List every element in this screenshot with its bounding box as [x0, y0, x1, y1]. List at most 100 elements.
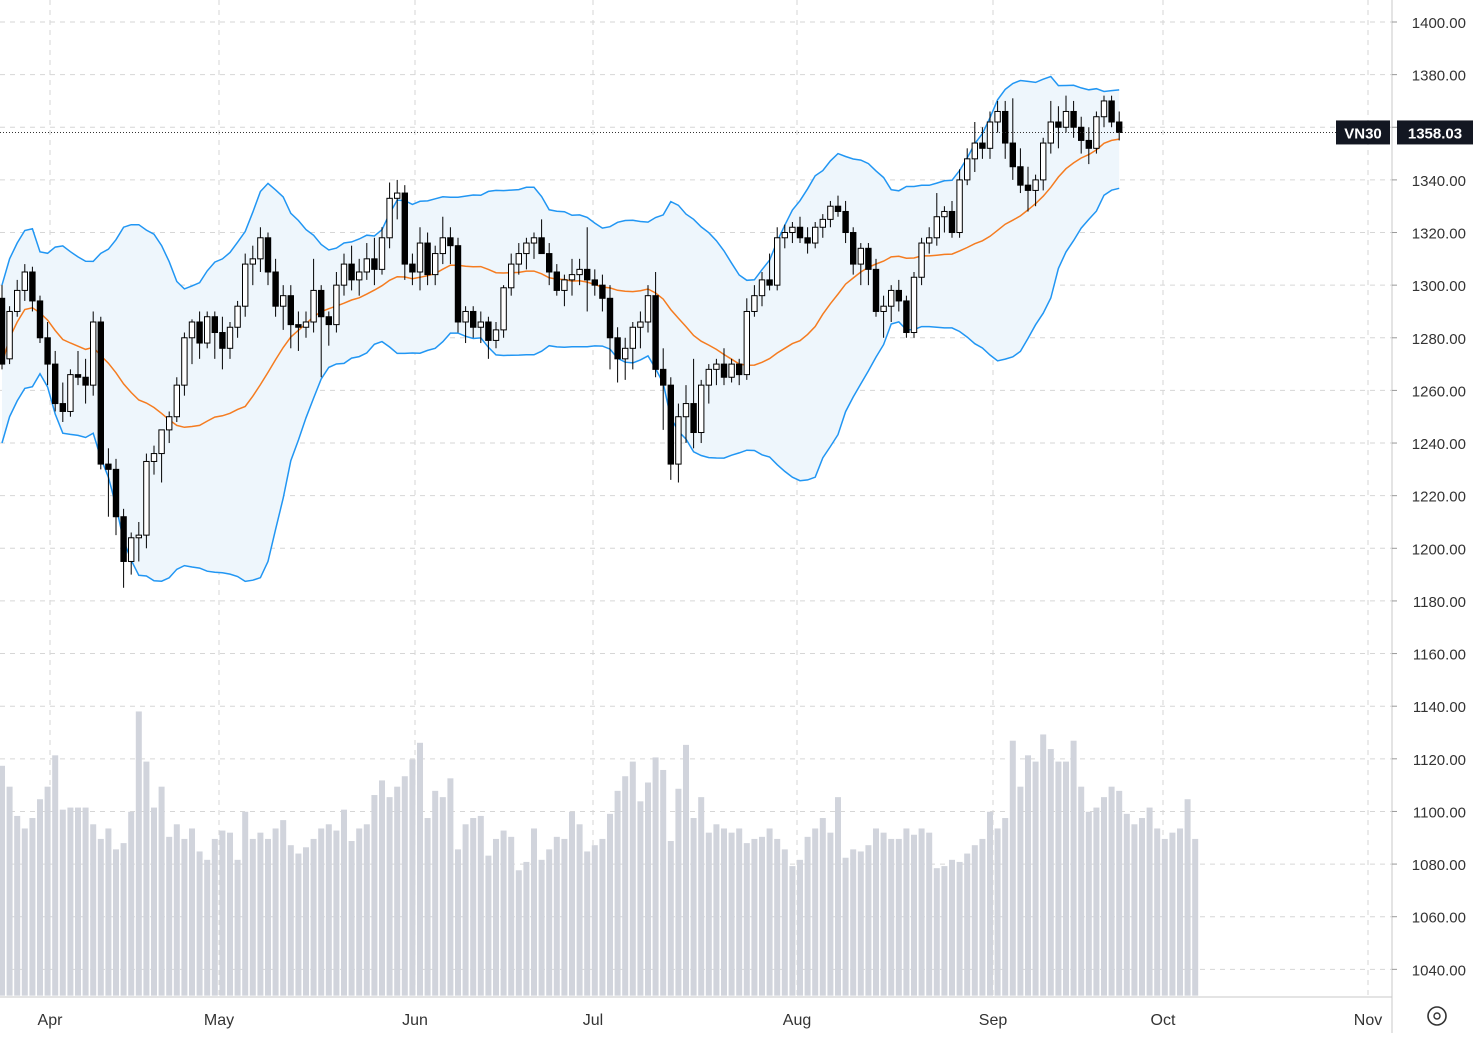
candle[interactable]: [1024, 166, 1032, 212]
candle[interactable]: [21, 264, 29, 301]
candle[interactable]: [401, 185, 409, 280]
candle[interactable]: [629, 321, 636, 370]
candle[interactable]: [477, 311, 485, 344]
candle[interactable]: [941, 206, 948, 233]
candle[interactable]: [135, 521, 143, 562]
candle[interactable]: [219, 316, 226, 370]
candle[interactable]: [872, 258, 880, 317]
candle[interactable]: [226, 321, 234, 359]
candle[interactable]: [1009, 98, 1016, 180]
candle[interactable]: [827, 200, 834, 228]
candle[interactable]: [234, 300, 241, 338]
candle[interactable]: [59, 382, 66, 422]
candle[interactable]: [158, 429, 165, 483]
candle[interactable]: [325, 311, 333, 346]
candle[interactable]: [105, 448, 112, 517]
candle[interactable]: [310, 258, 317, 333]
candle[interactable]: [14, 279, 21, 317]
candle[interactable]: [652, 271, 659, 378]
candle[interactable]: [561, 274, 568, 307]
candle[interactable]: [500, 285, 507, 338]
candle[interactable]: [439, 216, 447, 265]
candle[interactable]: [933, 193, 940, 246]
candle[interactable]: [340, 253, 348, 296]
candle[interactable]: [789, 221, 796, 244]
candle[interactable]: [1093, 111, 1100, 154]
candle[interactable]: [97, 316, 104, 470]
candle[interactable]: [682, 385, 690, 444]
candle[interactable]: [394, 179, 401, 220]
candle[interactable]: [591, 269, 598, 296]
candle[interactable]: [363, 243, 371, 280]
candle[interactable]: [264, 232, 272, 286]
candle[interactable]: [812, 221, 819, 249]
candle[interactable]: [888, 285, 895, 322]
candle[interactable]: [432, 245, 439, 286]
candle[interactable]: [781, 224, 788, 249]
candle[interactable]: [568, 258, 576, 296]
candle[interactable]: [1108, 95, 1115, 128]
candle[interactable]: [842, 200, 849, 244]
candle[interactable]: [948, 200, 956, 238]
candle[interactable]: [120, 508, 127, 588]
candle[interactable]: [143, 453, 150, 549]
candle[interactable]: [295, 311, 302, 351]
candle[interactable]: [918, 237, 925, 286]
candle[interactable]: [515, 243, 522, 275]
candle[interactable]: [857, 243, 864, 286]
candle[interactable]: [166, 411, 173, 444]
candle[interactable]: [302, 311, 310, 338]
candle[interactable]: [416, 227, 424, 291]
candle[interactable]: [462, 306, 469, 344]
candle[interactable]: [371, 237, 378, 286]
candle[interactable]: [1002, 100, 1009, 159]
candle[interactable]: [728, 358, 735, 383]
candle[interactable]: [333, 271, 340, 333]
candle[interactable]: [606, 285, 614, 370]
candle[interactable]: [637, 311, 644, 349]
settings-button[interactable]: [1427, 1006, 1447, 1026]
candle[interactable]: [424, 232, 431, 286]
candle[interactable]: [128, 532, 135, 575]
candle[interactable]: [82, 358, 89, 404]
candle[interactable]: [599, 274, 606, 312]
candle[interactable]: [249, 245, 257, 286]
candle[interactable]: [698, 379, 705, 444]
candle[interactable]: [0, 285, 6, 370]
candle[interactable]: [644, 285, 652, 333]
candle[interactable]: [272, 258, 279, 317]
candle[interactable]: [112, 458, 120, 536]
candle[interactable]: [36, 295, 44, 344]
candle[interactable]: [1055, 106, 1062, 149]
candle[interactable]: [1062, 95, 1070, 133]
candle[interactable]: [1100, 95, 1108, 128]
candle[interactable]: [622, 337, 629, 380]
candle[interactable]: [67, 369, 74, 417]
candle[interactable]: [774, 227, 781, 291]
candle[interactable]: [523, 237, 530, 270]
candle[interactable]: [508, 253, 515, 296]
candle[interactable]: [675, 403, 682, 483]
candle[interactable]: [736, 358, 743, 386]
candle[interactable]: [964, 148, 971, 186]
candle[interactable]: [553, 264, 560, 296]
candle[interactable]: [758, 271, 766, 307]
candle[interactable]: [660, 348, 667, 430]
candle[interactable]: [454, 237, 462, 333]
candle[interactable]: [204, 311, 211, 349]
candle[interactable]: [242, 253, 249, 317]
candle[interactable]: [470, 306, 477, 338]
candle[interactable]: [211, 311, 219, 359]
candle[interactable]: [74, 350, 82, 386]
candle[interactable]: [196, 311, 203, 359]
candle[interactable]: [530, 232, 538, 259]
candle[interactable]: [956, 169, 963, 238]
candle[interactable]: [895, 279, 902, 312]
candle[interactable]: [584, 227, 591, 312]
candle[interactable]: [386, 182, 393, 249]
candle[interactable]: [44, 321, 51, 386]
candle[interactable]: [188, 319, 196, 365]
candle[interactable]: [356, 258, 363, 296]
candle[interactable]: [865, 243, 872, 286]
candle[interactable]: [796, 216, 804, 244]
